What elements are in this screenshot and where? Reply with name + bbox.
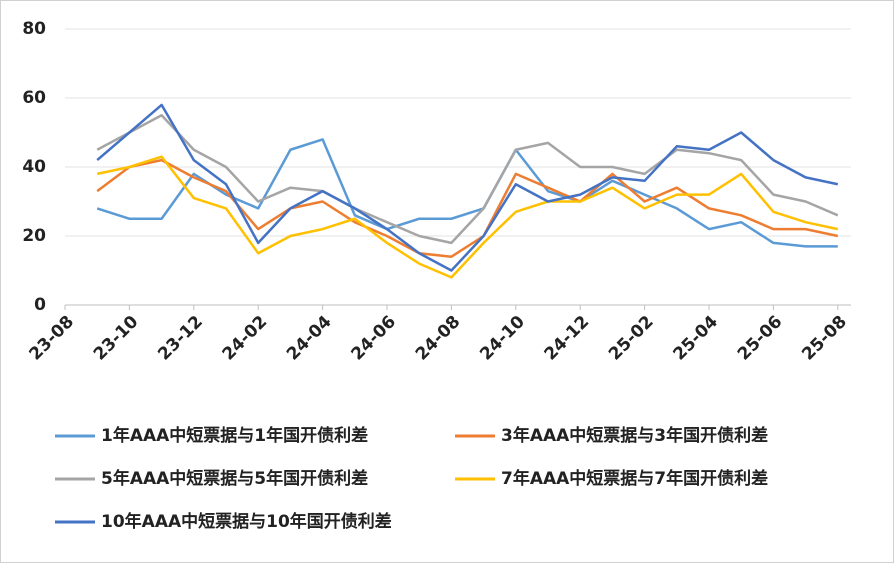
series-line [96,158,839,258]
series-line [96,138,838,248]
series-line [96,103,839,272]
y-tick-label: 60 [22,88,46,108]
legend-label: 10年AAA中短票据与10年国开债利差 [101,511,392,532]
legend-label: 7年AAA中短票据与7年国开债利差 [501,468,768,489]
legend-label: 5年AAA中短票据与5年国开债利差 [101,468,368,489]
y-tick-label: 20 [22,226,46,246]
legend-label: 1年AAA中短票据与1年国开债利差 [101,425,368,446]
y-tick-label: 0 [34,295,46,315]
series-line [96,114,839,245]
legend-label: 3年AAA中短票据与3年国开债利差 [501,425,768,446]
series-line [96,155,839,279]
y-tick-label: 80 [22,19,46,39]
y-tick-label: 40 [22,157,46,177]
legend: 1年AAA中短票据与1年国开债利差 3年AAA中短票据与3年国开债利差 5年AAA中… [55,425,768,532]
